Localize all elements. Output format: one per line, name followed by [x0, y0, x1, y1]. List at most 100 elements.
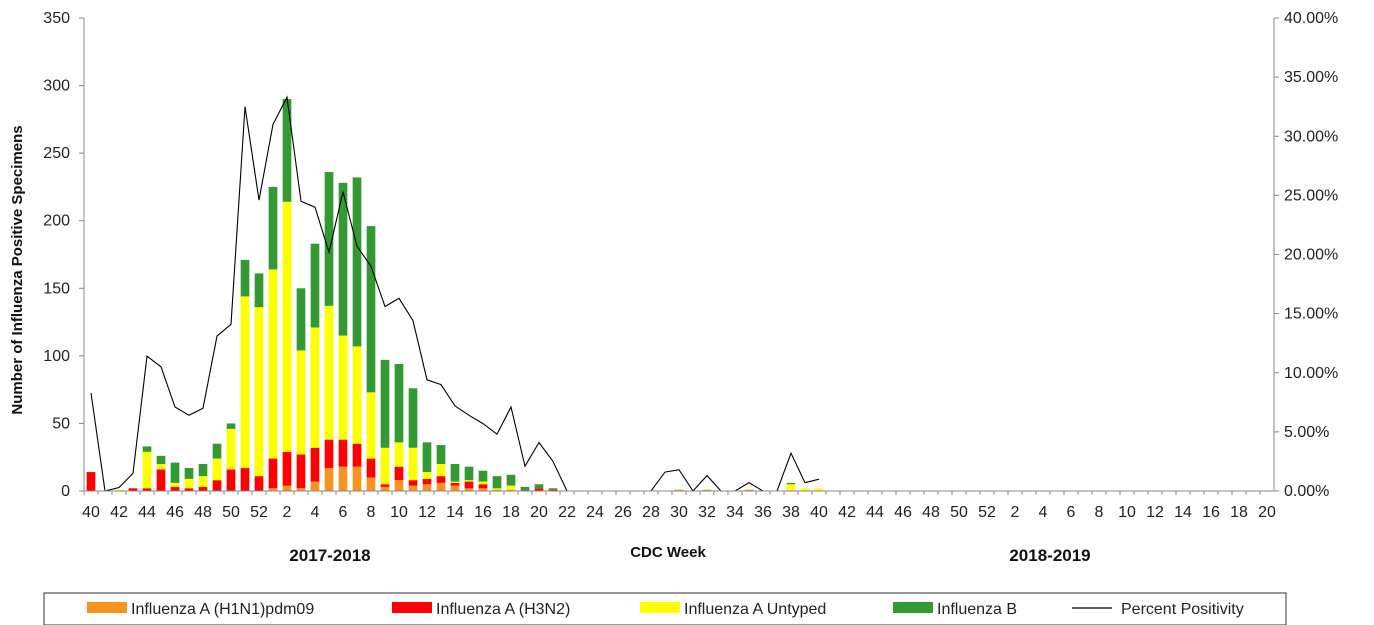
x-tick-label: 22: [558, 504, 576, 521]
bar-segment: [534, 488, 544, 491]
x-tick-label: 42: [110, 504, 128, 521]
bar-segment: [184, 478, 194, 489]
x-tick-label: 4: [311, 504, 320, 521]
bar-segment: [394, 466, 404, 481]
line-layer: [90, 95, 820, 492]
bar-segment: [338, 439, 348, 467]
legend-label-percent-positivity: Percent Positivity: [1121, 601, 1244, 618]
bar-segment: [394, 363, 404, 443]
legend-label-h1n1: Influenza A (H1N1)pdm09: [131, 601, 314, 618]
y-tick-label: 150: [43, 280, 70, 297]
bar-segment: [282, 451, 292, 486]
bar-segment: [366, 477, 376, 491]
bar-segment: [464, 488, 474, 491]
bar-segment: [520, 486, 530, 491]
x-tick-label: 48: [922, 504, 940, 521]
bar-segment: [254, 307, 264, 477]
season-label-2018-2019: 2018-2019: [1009, 546, 1090, 565]
x-tick-label: 24: [586, 504, 604, 521]
bar-segment: [366, 226, 376, 393]
x-tick-label: 2: [283, 504, 292, 521]
bar-segment: [436, 445, 446, 464]
bar-segment: [198, 463, 208, 477]
x-tick-label: 46: [166, 504, 184, 521]
bar-segment: [86, 472, 96, 491]
bar-segment: [296, 350, 306, 455]
bar-segment: [450, 482, 460, 486]
bar-segment: [142, 446, 152, 452]
legend-label-untyped: Influenza A Untyped: [684, 601, 826, 618]
bar-segment: [380, 447, 390, 485]
x-tick-label: 16: [1202, 504, 1220, 521]
bar-segment: [282, 99, 292, 202]
bar-segment: [408, 480, 418, 486]
x-tick-label: 46: [894, 504, 912, 521]
bar-segment: [282, 485, 292, 491]
bar-segment: [282, 201, 292, 452]
bar-segment: [534, 484, 544, 489]
bar-segment: [786, 484, 796, 491]
x-tick-label: 32: [698, 504, 716, 521]
bar-segment: [156, 469, 166, 491]
y2-tick-label: 40.00%: [1284, 10, 1338, 27]
x-tick-label: 44: [138, 504, 156, 521]
bar-segment: [478, 481, 488, 485]
bar-segment: [268, 488, 278, 491]
bar-segment: [352, 443, 362, 467]
bar-segment: [324, 172, 334, 306]
bar-segment: [212, 480, 222, 491]
x-tick-label: 8: [1095, 504, 1104, 521]
x-tick-label: 20: [530, 504, 548, 521]
bar-segment: [142, 451, 152, 489]
bar-segment: [380, 359, 390, 448]
x-tick-label: 6: [1067, 504, 1076, 521]
bar-segment: [212, 458, 222, 481]
bar-segment: [422, 472, 432, 479]
bars-layer: [86, 99, 824, 491]
x-tick-label: 14: [446, 504, 464, 521]
bar-segment: [268, 186, 278, 270]
bar-segment: [450, 481, 460, 483]
bar-segment: [380, 486, 390, 491]
bar-segment: [240, 296, 250, 469]
x-tick-label: 10: [390, 504, 408, 521]
bar-segment: [548, 488, 558, 490]
bar-segment: [142, 488, 152, 491]
y-tick-label: 350: [43, 10, 70, 27]
bar-segment: [800, 488, 810, 491]
bar-segment: [310, 243, 320, 328]
x-tick-label: 40: [810, 504, 828, 521]
legend-label-h3n2: Influenza A (H3N2): [436, 601, 570, 618]
y2-tick-label: 10.00%: [1284, 365, 1338, 382]
legend-swatch-untyped: [640, 602, 680, 613]
y-tick-label: 50: [52, 415, 70, 432]
bar-segment: [170, 486, 180, 491]
y-tick-label: 100: [43, 348, 70, 365]
bar-segment: [408, 447, 418, 481]
x-tick-label: 16: [474, 504, 492, 521]
bar-segment: [702, 489, 712, 491]
legend-label-flu-b: Influenza B: [937, 601, 1017, 618]
bar-segment: [492, 489, 502, 491]
bar-segment: [744, 489, 754, 491]
bar-segment: [506, 485, 516, 490]
x-tick-label: 38: [782, 504, 800, 521]
bar-segment: [310, 327, 320, 448]
bar-segment: [226, 469, 236, 491]
bar-segment: [380, 484, 390, 487]
x-tick-label: 2: [1011, 504, 1020, 521]
bar-segment: [436, 476, 446, 483]
bar-segment: [170, 462, 180, 483]
x-tick-label: 6: [339, 504, 348, 521]
bar-segment: [170, 482, 180, 487]
x-tick-label: 20: [1258, 504, 1276, 521]
bar-segment: [506, 489, 516, 491]
bar-segment: [268, 269, 278, 459]
x-tick-label: 44: [866, 504, 884, 521]
x-tick-label: 14: [1174, 504, 1192, 521]
bar-segment: [324, 305, 334, 440]
bar-segment: [268, 458, 278, 489]
bar-segment: [492, 476, 502, 489]
y2-tick-label: 25.00%: [1284, 187, 1338, 204]
